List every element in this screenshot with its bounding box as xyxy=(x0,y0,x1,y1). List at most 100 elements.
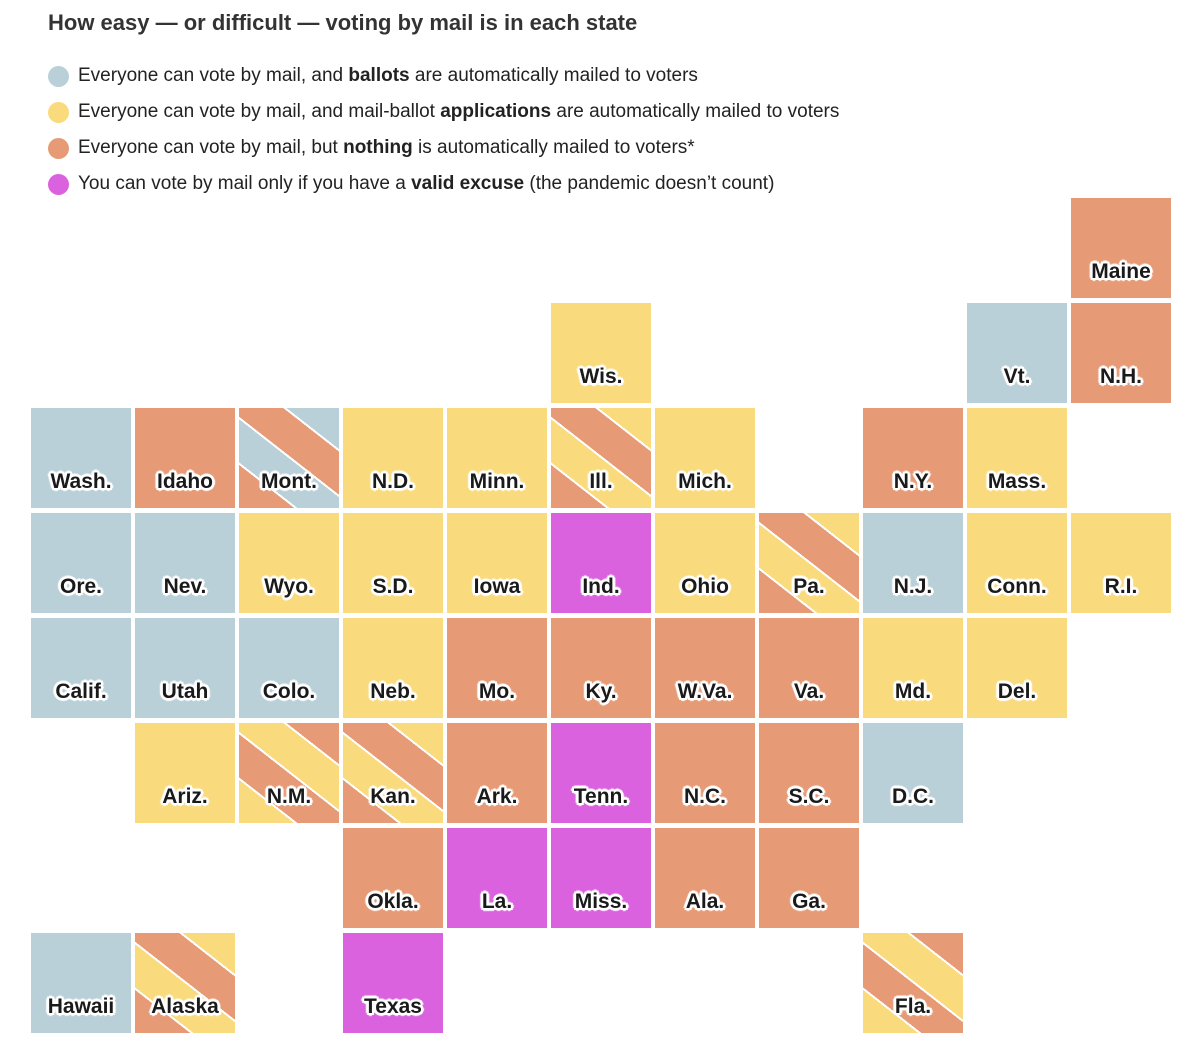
state-tile[interactable]: Okla. xyxy=(343,828,443,928)
legend-item-applications: Everyone can vote by mail, and mail-ball… xyxy=(48,94,839,130)
state-label: Mass. xyxy=(987,470,1047,493)
legend-swatch xyxy=(48,101,69,123)
state-label: Alaska xyxy=(151,995,219,1018)
legend-text: nothing xyxy=(343,137,413,158)
state-label: N.M. xyxy=(266,785,312,808)
state-label: Ark. xyxy=(476,785,518,808)
legend-text: ballots xyxy=(348,65,410,86)
legend-text: are automatically mailed to voters xyxy=(551,101,840,122)
state-label: Ind. xyxy=(582,575,620,598)
state-tile[interactable]: Wyo. xyxy=(239,513,339,613)
legend-label: You can vote by mail only if you have a … xyxy=(78,173,774,195)
state-label: Miss. xyxy=(574,890,628,913)
state-tile[interactable]: Wis. xyxy=(551,303,651,403)
state-tile[interactable]: S.C. xyxy=(759,723,859,823)
state-tile[interactable]: Ore. xyxy=(31,513,131,613)
state-tile[interactable]: Pa. xyxy=(759,513,859,613)
state-label: Conn. xyxy=(987,575,1047,598)
state-tile[interactable]: Ind. xyxy=(551,513,651,613)
state-label: Calif. xyxy=(55,680,107,703)
state-tile[interactable]: D.C. xyxy=(863,723,963,823)
legend-label: Everyone can vote by mail, and mail-ball… xyxy=(78,101,839,123)
state-tile[interactable]: N.J. xyxy=(863,513,963,613)
state-tile[interactable]: Wash. xyxy=(31,408,131,508)
legend-text: Everyone can vote by mail, and mail-ball… xyxy=(78,101,441,122)
state-label: Wis. xyxy=(579,365,623,388)
state-label: Utah xyxy=(161,680,209,703)
state-tile[interactable]: Tenn. xyxy=(551,723,651,823)
state-tile[interactable]: Ill. xyxy=(551,408,651,508)
legend-label: Everyone can vote by mail, but nothing i… xyxy=(78,137,695,159)
state-tile[interactable]: Mass. xyxy=(967,408,1067,508)
state-label: N.J. xyxy=(893,575,933,598)
state-tile[interactable]: Texas xyxy=(343,933,443,1033)
state-label: S.D. xyxy=(372,575,414,598)
state-label: Tenn. xyxy=(573,785,629,808)
legend-item-ballots: Everyone can vote by mail, and ballots a… xyxy=(48,58,839,94)
state-tile[interactable]: Mo. xyxy=(447,618,547,718)
legend-text: (the pandemic doesn’t count) xyxy=(524,173,775,194)
state-tile[interactable]: Ga. xyxy=(759,828,859,928)
state-label: Texas xyxy=(364,995,422,1018)
legend: Everyone can vote by mail, and ballots a… xyxy=(48,58,839,202)
state-tile[interactable]: La. xyxy=(447,828,547,928)
state-label: Mont. xyxy=(261,470,317,493)
state-label: Ohio xyxy=(681,575,729,598)
state-tile[interactable]: Vt. xyxy=(967,303,1067,403)
state-tile[interactable]: W.Va. xyxy=(655,618,755,718)
state-label: Ky. xyxy=(585,680,617,703)
state-tile[interactable]: N.C. xyxy=(655,723,755,823)
state-tile[interactable]: Alaska xyxy=(135,933,235,1033)
state-tile[interactable]: N.Y. xyxy=(863,408,963,508)
state-tile[interactable]: Fla. xyxy=(863,933,963,1033)
legend-text: valid excuse xyxy=(411,173,525,194)
state-label: Ill. xyxy=(589,470,613,493)
legend-item-excuse: You can vote by mail only if you have a … xyxy=(48,166,839,202)
state-tile[interactable]: Miss. xyxy=(551,828,651,928)
state-label: W.Va. xyxy=(677,680,733,703)
legend-text: applications xyxy=(440,101,552,122)
state-tile[interactable]: Va. xyxy=(759,618,859,718)
state-label: Mich. xyxy=(678,470,732,493)
state-tile[interactable]: Neb. xyxy=(343,618,443,718)
state-tile[interactable]: Calif. xyxy=(31,618,131,718)
state-tile[interactable]: Conn. xyxy=(967,513,1067,613)
state-tile[interactable]: Del. xyxy=(967,618,1067,718)
state-tile[interactable]: Kan. xyxy=(343,723,443,823)
state-tile[interactable]: Ark. xyxy=(447,723,547,823)
state-tile[interactable]: Nev. xyxy=(135,513,235,613)
state-label: Ore. xyxy=(59,575,103,598)
state-tile[interactable]: N.D. xyxy=(343,408,443,508)
state-tile[interactable]: N.H. xyxy=(1071,303,1171,403)
state-label: Mo. xyxy=(478,680,516,703)
state-tile[interactable]: Idaho xyxy=(135,408,235,508)
state-tile[interactable]: Md. xyxy=(863,618,963,718)
state-label: Idaho xyxy=(157,470,213,493)
state-tile[interactable]: N.M. xyxy=(239,723,339,823)
state-label: Ala. xyxy=(685,890,725,913)
legend-text: is automatically mailed to voters* xyxy=(412,137,695,158)
state-tile[interactable]: R.I. xyxy=(1071,513,1171,613)
state-tile[interactable]: Ky. xyxy=(551,618,651,718)
state-tile[interactable]: S.D. xyxy=(343,513,443,613)
state-tile[interactable]: Utah xyxy=(135,618,235,718)
state-tile[interactable]: Minn. xyxy=(447,408,547,508)
state-label: N.H. xyxy=(1100,365,1142,388)
state-tile[interactable]: Ariz. xyxy=(135,723,235,823)
state-label: D.C. xyxy=(892,785,934,808)
state-tile[interactable]: Colo. xyxy=(239,618,339,718)
state-label: Md. xyxy=(894,680,932,703)
legend-item-nothing: Everyone can vote by mail, but nothing i… xyxy=(48,130,839,166)
state-tile[interactable]: Iowa xyxy=(447,513,547,613)
state-tile[interactable]: Maine xyxy=(1071,198,1171,298)
state-tile[interactable]: Ohio xyxy=(655,513,755,613)
state-tile[interactable]: Mont. xyxy=(239,408,339,508)
state-label: Ga. xyxy=(792,890,826,913)
state-tile[interactable]: Ala. xyxy=(655,828,755,928)
state-tile[interactable]: Mich. xyxy=(655,408,755,508)
state-tile[interactable]: Hawaii xyxy=(31,933,131,1033)
state-label: Va. xyxy=(793,680,825,703)
state-label: Del. xyxy=(997,680,1037,703)
legend-label: Everyone can vote by mail, and ballots a… xyxy=(78,65,698,87)
state-label: S.C. xyxy=(788,785,830,808)
